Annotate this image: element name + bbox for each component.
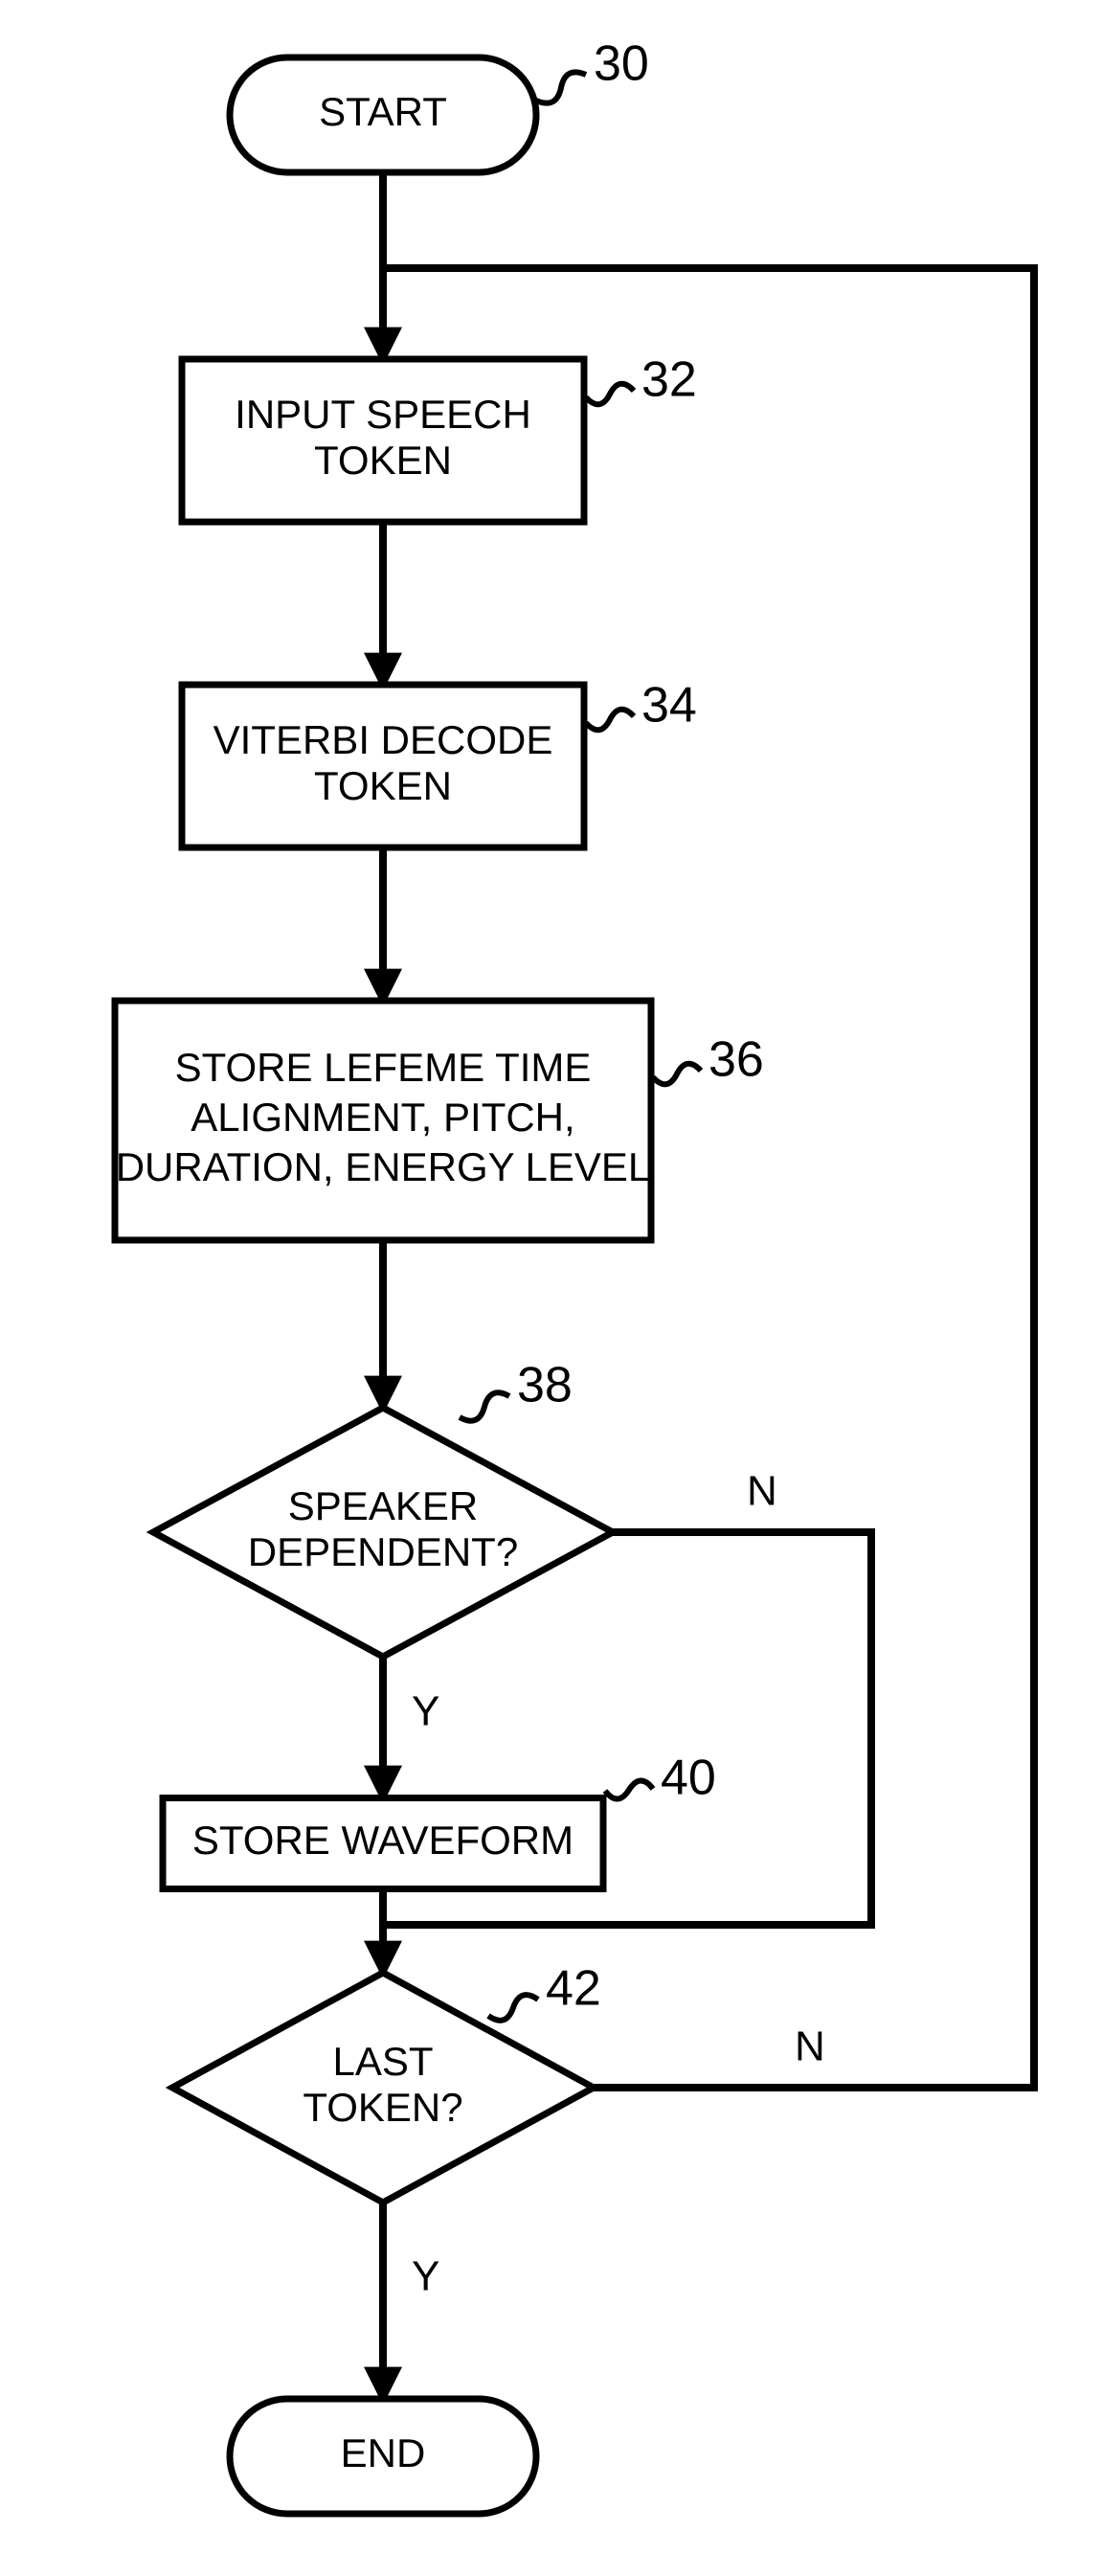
- reference-number: 40: [661, 1751, 716, 1806]
- reference-number: 38: [517, 1358, 573, 1413]
- node-label: ALIGNMENT, PITCH,: [191, 1095, 574, 1140]
- node-label: STORE LEFEME TIME: [175, 1045, 592, 1090]
- node-label: START: [319, 89, 447, 134]
- reference-number: 30: [594, 36, 649, 92]
- node-label: TOKEN?: [303, 2085, 462, 2130]
- reference-squiggle: [488, 1995, 538, 2021]
- node-start: START: [230, 57, 536, 172]
- reference-squiggle: [586, 710, 634, 730]
- reference-number: 42: [546, 1961, 601, 2017]
- node-label: TOKEN: [314, 438, 452, 483]
- node-label: TOKEN: [314, 763, 452, 808]
- reference-squiggle: [586, 384, 634, 404]
- branch-label: Y: [412, 2253, 439, 2300]
- node-label: END: [341, 2430, 426, 2475]
- reference-number: 34: [641, 678, 697, 734]
- reference-number: 32: [641, 352, 697, 408]
- node-n42: LASTTOKEN?: [172, 1973, 594, 2203]
- node-end: END: [230, 2399, 536, 2514]
- node-n34: VITERBI DECODETOKEN: [182, 685, 584, 847]
- node-n40: STORE WAVEFORM: [163, 1798, 603, 1889]
- node-n38: SPEAKERDEPENDENT?: [153, 1408, 613, 1657]
- node-n36: STORE LEFEME TIME ALIGNMENT, PITCH,DURATI…: [115, 1001, 651, 1240]
- node-label: SPEAKER: [288, 1483, 478, 1528]
- node-label: DEPENDENT?: [248, 1529, 518, 1574]
- node-label: DURATION, ENERGY LEVEL: [116, 1144, 651, 1189]
- reference-number: 36: [708, 1032, 764, 1088]
- node-label: VITERBI DECODE: [214, 717, 553, 762]
- node-label: INPUT SPEECH: [235, 392, 531, 437]
- branch-label: Y: [412, 1688, 439, 1735]
- node-n32: INPUT SPEECHTOKEN: [182, 359, 584, 522]
- reference-squiggle: [536, 72, 586, 102]
- node-label: STORE WAVEFORM: [192, 1818, 573, 1863]
- node-label: LAST: [332, 2039, 433, 2084]
- branch-label: N: [747, 1468, 777, 1515]
- reference-squiggle: [605, 1781, 653, 1799]
- reference-squiggle: [460, 1392, 509, 1420]
- flowchart-canvas: STARTINPUT SPEECHTOKENVITERBI DECODETOKE…: [0, 0, 1102, 2576]
- branch-label: N: [795, 2023, 825, 2070]
- reference-squiggle: [653, 1064, 701, 1084]
